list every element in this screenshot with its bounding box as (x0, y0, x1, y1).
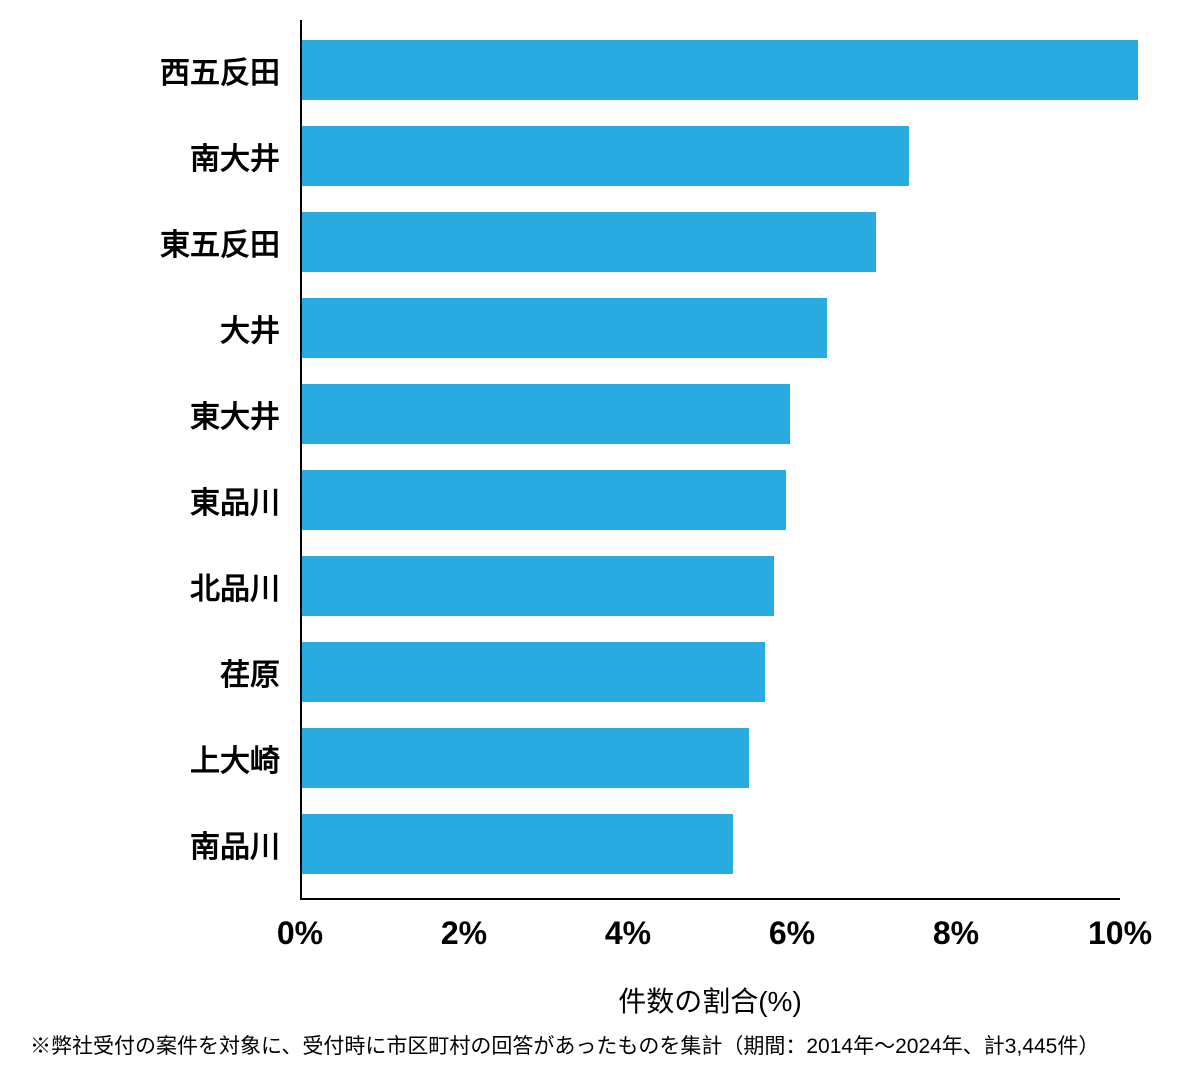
y-axis-label: 北品川 (190, 564, 280, 608)
y-axis-label: 荏原 (220, 650, 280, 694)
bar-row (302, 40, 1138, 100)
x-axis-title: 件数の割合(%) (300, 980, 1120, 1020)
y-axis-label: 南大井 (190, 134, 280, 178)
x-axis-tick-label: 10% (1088, 915, 1152, 952)
x-axis-tick-label: 2% (441, 915, 487, 952)
x-axis-tick-label: 4% (605, 915, 651, 952)
x-axis-tick-label: 0% (277, 915, 323, 952)
y-axis-label: 東五反田 (160, 220, 280, 264)
bar (302, 40, 1138, 100)
bar-row (302, 642, 765, 702)
bar-row (302, 212, 876, 272)
bar-row (302, 814, 733, 874)
bar (302, 298, 827, 358)
bar-row (302, 556, 774, 616)
bar (302, 556, 774, 616)
footnote-text: ※弊社受付の案件を対象に、受付時に市区町村の回答があったものを集計（期間：201… (30, 1030, 1099, 1060)
plot-area (300, 20, 1120, 900)
y-axis-label: 東大井 (190, 392, 280, 436)
bar (302, 728, 749, 788)
x-axis-tick-label: 8% (933, 915, 979, 952)
y-axis-label: 東品川 (190, 478, 280, 522)
y-axis-label: 西五反田 (160, 48, 280, 92)
bar (302, 642, 765, 702)
y-axis-label: 大井 (220, 306, 280, 350)
bar-row (302, 126, 909, 186)
bar (302, 384, 790, 444)
bar (302, 814, 733, 874)
bar-row (302, 728, 749, 788)
bar-row (302, 298, 827, 358)
bar (302, 212, 876, 272)
x-axis-tick-label: 6% (769, 915, 815, 952)
y-axis-label: 南品川 (190, 822, 280, 866)
bar-row (302, 470, 786, 530)
bar (302, 126, 909, 186)
y-axis-label: 上大崎 (190, 736, 280, 780)
bar (302, 470, 786, 530)
bar-row (302, 384, 790, 444)
